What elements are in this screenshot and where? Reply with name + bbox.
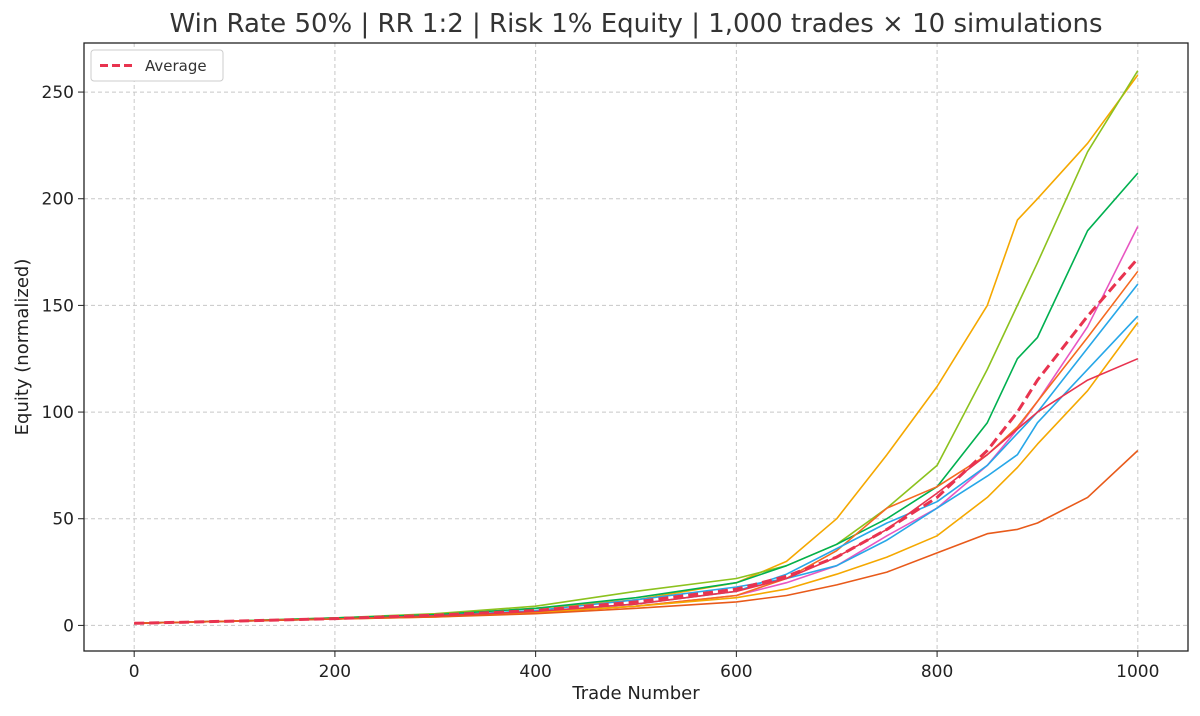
y-tick-label: 0 — [63, 616, 74, 636]
series-line-simulation-2 — [134, 70, 1139, 625]
series-line-simulation-9 — [134, 357, 1139, 625]
x-axis-label: Trade Number — [571, 683, 700, 704]
series-line-simulation-3 — [134, 172, 1139, 625]
y-tick-label: 200 — [42, 190, 74, 210]
x-tick-label: 1000 — [1116, 662, 1159, 682]
y-tick-label: 50 — [52, 510, 74, 530]
series-line-simulation-5 — [134, 270, 1139, 625]
y-tick-label: 250 — [42, 83, 74, 103]
chart-title: Win Rate 50% | RR 1:2 | Risk 1% Equity |… — [169, 9, 1102, 39]
y-tick-label: 100 — [42, 403, 74, 423]
x-tick-label: 800 — [921, 662, 953, 682]
series-layer — [134, 70, 1139, 625]
plot-frame — [83, 42, 1189, 652]
x-tick-label: 400 — [519, 662, 551, 682]
series-line-simulation-4 — [134, 226, 1139, 625]
legend: Average — [90, 49, 224, 82]
legend-average-label: Average — [145, 57, 207, 75]
series-line-simulation-10 — [134, 449, 1139, 625]
y-axis-label: Equity (normalized) — [12, 259, 33, 436]
series-line-average — [134, 257, 1139, 625]
tick-layer: 0 200 400 600 800 1000 0 50 100 150 200 250 — [42, 83, 1160, 682]
series-line-simulation-7 — [134, 315, 1139, 625]
x-tick-label: 0 — [129, 662, 140, 682]
x-tick-label: 600 — [720, 662, 752, 682]
series-line-simulation-1 — [134, 74, 1139, 625]
legend-box — [90, 49, 224, 82]
x-tick-label: 200 — [319, 662, 351, 682]
grid-layer — [84, 43, 1188, 651]
y-tick-label: 150 — [42, 296, 74, 316]
